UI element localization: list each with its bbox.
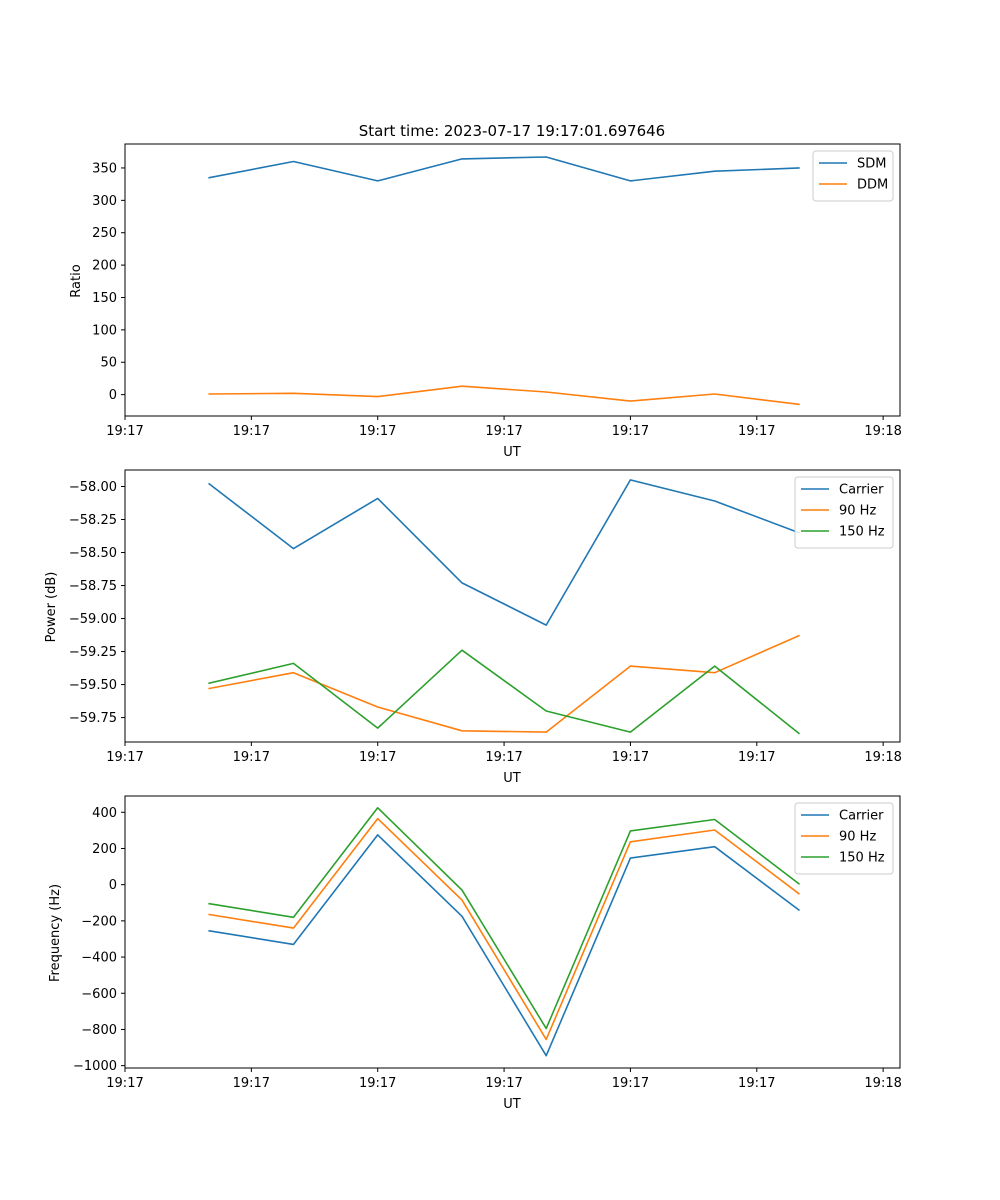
y-tick-label: −59.75 [69, 711, 117, 726]
axes-frame [124, 143, 901, 417]
y-tick-label: −58.50 [69, 546, 117, 561]
y-tick-label: 0 [109, 878, 117, 893]
y-tick-label: −200 [81, 914, 117, 929]
x-tick-label: 19:17 [485, 1076, 522, 1091]
y-tick-label: 50 [100, 356, 117, 371]
series-line-150-hz [208, 806, 801, 1030]
y-tick-label: −400 [81, 951, 117, 966]
x-axis-label: UT [503, 771, 521, 786]
series-line-carrier [208, 479, 800, 626]
y-tick-label: −58.25 [69, 513, 117, 528]
y-tick-label: −59.50 [69, 678, 117, 693]
x-tick-label: 19:18 [864, 424, 901, 439]
y-tick-label: 400 [92, 806, 117, 821]
x-tick-label: 19:18 [864, 750, 901, 765]
y-tick-label: 200 [92, 842, 117, 857]
y-tick-label: −59.25 [69, 645, 117, 660]
y-tick-label: 250 [92, 226, 117, 241]
x-tick-label: 19:17 [738, 424, 775, 439]
y-tick-label: −600 [81, 987, 117, 1002]
legend-label: SDM [857, 157, 886, 172]
x-tick-label: 19:17 [612, 750, 649, 765]
x-tick-label: 19:17 [233, 424, 270, 439]
x-tick-label: 19:18 [864, 1076, 901, 1091]
series-line-150-hz [208, 649, 801, 735]
series-line-90-hz [208, 817, 801, 1041]
chart-title: Start time: 2023-07-17 19:17:01.697646 [359, 122, 665, 140]
x-tick-label: 19:17 [106, 750, 143, 765]
y-tick-label: 100 [92, 323, 117, 338]
x-tick-label: 19:17 [106, 1076, 143, 1091]
x-tick-label: 19:17 [233, 750, 270, 765]
y-tick-label: 0 [109, 388, 117, 403]
legend-label: DDM [857, 178, 888, 193]
x-axis-label: UT [503, 1097, 521, 1112]
ratio-chart-panel: Start time: 2023-07-17 19:17:01.697646 U… [69, 122, 902, 460]
y-tick-label: 350 [92, 161, 117, 176]
x-tick-label: 19:17 [612, 424, 649, 439]
y-axis-label: Power (dB) [44, 572, 59, 643]
axes-frame [124, 795, 901, 1069]
legend-label: Carrier [839, 809, 884, 824]
x-tick-label: 19:17 [485, 424, 522, 439]
x-tick-label: 19:17 [485, 750, 522, 765]
y-tick-label: 150 [92, 291, 117, 306]
series-line-carrier [208, 834, 801, 1057]
y-tick-label: −58.75 [69, 579, 117, 594]
series-line-90-hz [208, 634, 800, 733]
x-tick-label: 19:17 [738, 750, 775, 765]
legend-label: 90 Hz [839, 830, 876, 845]
series-line-sdm [208, 156, 800, 182]
legend-label: 150 Hz [839, 525, 885, 540]
legend-label: Carrier [839, 483, 884, 498]
legend-label: 150 Hz [839, 851, 885, 866]
y-tick-label: 200 [92, 259, 117, 274]
x-axis-label: UT [503, 445, 521, 460]
y-tick-label: −59.00 [69, 612, 117, 627]
y-axis-label: Ratio [69, 264, 84, 297]
x-tick-label: 19:17 [359, 1076, 396, 1091]
x-tick-label: 19:17 [359, 424, 396, 439]
x-tick-label: 19:17 [106, 424, 143, 439]
y-tick-label: −800 [81, 1023, 117, 1038]
y-tick-label: −1000 [73, 1059, 117, 1074]
x-tick-label: 19:17 [612, 1076, 649, 1091]
x-tick-label: 19:17 [359, 750, 396, 765]
x-tick-label: 19:17 [738, 1076, 775, 1091]
y-tick-label: −58.00 [69, 480, 117, 495]
legend-label: 90 Hz [839, 504, 876, 519]
x-tick-label: 19:17 [233, 1076, 270, 1091]
y-axis-label: Frequency (Hz) [48, 884, 63, 982]
axes-frame [124, 469, 901, 743]
series-line-ddm [208, 385, 800, 406]
y-tick-label: 300 [92, 194, 117, 209]
frequency-chart-panel: UT Frequency (Hz) 19:17 19:17 19:17 19:17 19… [48, 795, 902, 1112]
power-chart-panel: UT Power (dB) 19:17 19:17 19:17 19:17 19:17 1… [44, 469, 902, 786]
